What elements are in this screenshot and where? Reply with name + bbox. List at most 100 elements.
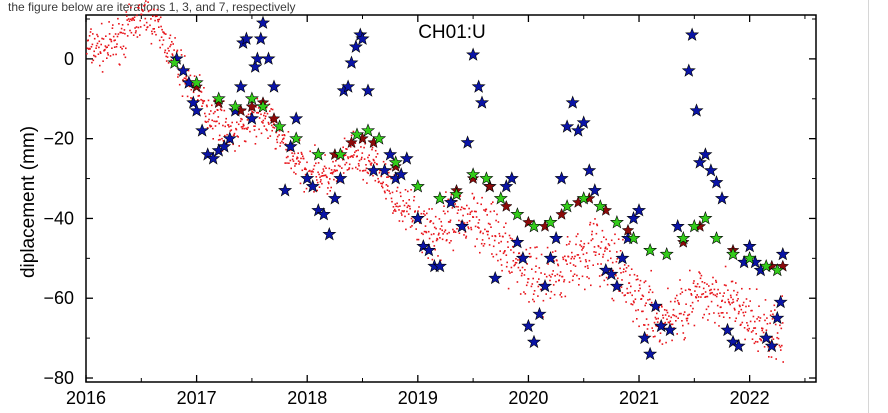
iteration-1-point — [360, 146, 362, 148]
iteration-1-point — [670, 316, 672, 319]
iteration-1-point — [97, 35, 99, 38]
iteration-1-point — [608, 244, 611, 247]
iteration-1-point — [533, 290, 536, 292]
iteration-1-point — [86, 47, 89, 50]
iteration-1-point — [734, 309, 736, 311]
iteration-1-point — [530, 285, 533, 288]
iteration-1-point — [236, 121, 238, 124]
iteration-1-point — [398, 220, 401, 222]
iteration-1-point — [304, 167, 306, 169]
iteration-1-point — [756, 318, 758, 320]
iteration-1-point — [717, 288, 719, 291]
iteration-1-point — [776, 336, 778, 339]
iteration-1-point — [368, 160, 371, 163]
iteration-1-point — [607, 243, 610, 245]
iteration-1-point — [212, 112, 215, 115]
iteration-1-point — [327, 187, 329, 189]
iteration-3-outlier-star — [543, 250, 558, 265]
iteration-1-point — [410, 189, 412, 191]
iteration-1-point — [746, 322, 748, 324]
iteration-1-point — [286, 162, 288, 164]
iteration-3-outlier-star — [283, 139, 298, 153]
iteration-1-point — [239, 120, 242, 122]
iteration-3-outlier-star — [261, 51, 276, 65]
iteration-1-point — [425, 231, 428, 234]
iteration-1-point — [763, 313, 765, 316]
iteration-1-point — [233, 132, 236, 135]
iteration-1-point — [320, 175, 323, 177]
iteration-1-point — [448, 231, 450, 234]
iteration-1-point — [526, 263, 528, 265]
iteration-1-point — [454, 203, 456, 205]
iteration-1-point — [612, 299, 615, 302]
iteration-1-point — [167, 62, 170, 64]
iteration-1-point — [298, 139, 301, 141]
iteration-1-point — [679, 279, 681, 281]
iteration-1-point — [255, 106, 257, 108]
iteration-1-point — [563, 279, 566, 281]
iteration-1-point — [450, 193, 453, 196]
iteration-1-point — [409, 226, 412, 228]
iteration-1-point — [177, 73, 180, 76]
iteration-1-point — [521, 272, 523, 275]
iteration-1-point — [645, 318, 648, 320]
iteration-1-point — [99, 64, 101, 67]
iteration-1-point — [548, 274, 551, 277]
iteration-3-outlier-star — [703, 163, 718, 177]
iteration-1-point — [685, 303, 687, 305]
iteration-1-point — [561, 275, 564, 278]
iteration-1-point — [615, 260, 618, 263]
iteration-1-point — [517, 259, 519, 261]
iteration-1-point — [779, 346, 782, 348]
iteration-1-point — [343, 154, 345, 157]
iteration-1-point — [722, 316, 725, 318]
iteration-1-point — [587, 242, 590, 245]
iteration-7-trend — [167, 55, 785, 277]
iteration-1-point — [384, 191, 386, 194]
iteration-1-point — [403, 204, 406, 207]
iteration-1-point — [622, 238, 624, 241]
iteration-1-point — [368, 154, 370, 156]
iteration-1-point — [341, 167, 343, 169]
iteration-1-point — [516, 281, 519, 283]
iteration-1-point — [498, 242, 500, 244]
iteration-1-point — [771, 336, 773, 339]
iteration-1-point — [222, 140, 225, 142]
iteration-1-point — [604, 246, 607, 249]
iteration-1-point — [724, 265, 727, 268]
iteration-1-point — [754, 320, 756, 323]
iteration-1-point — [708, 285, 710, 287]
iteration-3-outlier-star — [681, 63, 696, 77]
iteration-1-point — [573, 257, 575, 260]
iteration-1-point — [757, 316, 760, 318]
iteration-1-point — [426, 212, 428, 215]
iteration-1-point — [214, 110, 216, 113]
iteration-1-point — [710, 288, 712, 291]
iteration-1-point — [138, 7, 140, 9]
iteration-1-point — [691, 311, 693, 313]
iteration-1-point — [262, 119, 265, 122]
iteration-1-point — [544, 273, 546, 275]
iteration-1-point — [524, 269, 526, 271]
iteration-7-star — [626, 231, 641, 245]
iteration-1-point — [596, 224, 599, 227]
iteration-3-outlier-star — [648, 298, 663, 313]
iteration-3-outlier-star — [189, 103, 204, 117]
iteration-1-point — [225, 117, 227, 120]
iteration-1-point — [535, 265, 537, 267]
iteration-1-point — [476, 238, 478, 240]
iteration-1-point — [349, 146, 352, 148]
chart-title: CH01:U — [418, 22, 486, 43]
iteration-1-point — [592, 264, 594, 266]
iteration-1-point — [351, 167, 354, 170]
iteration-1-point — [559, 294, 561, 296]
iteration-1-point — [293, 171, 295, 174]
iteration-1-point — [291, 152, 293, 154]
iteration-1-point — [112, 35, 115, 38]
iteration-1-point — [532, 293, 535, 295]
iteration-1-point — [447, 221, 450, 223]
iteration-1-point — [213, 99, 216, 101]
iteration-1-point — [330, 169, 333, 171]
iteration-1-point — [499, 250, 501, 252]
iteration-1-point — [116, 35, 119, 38]
